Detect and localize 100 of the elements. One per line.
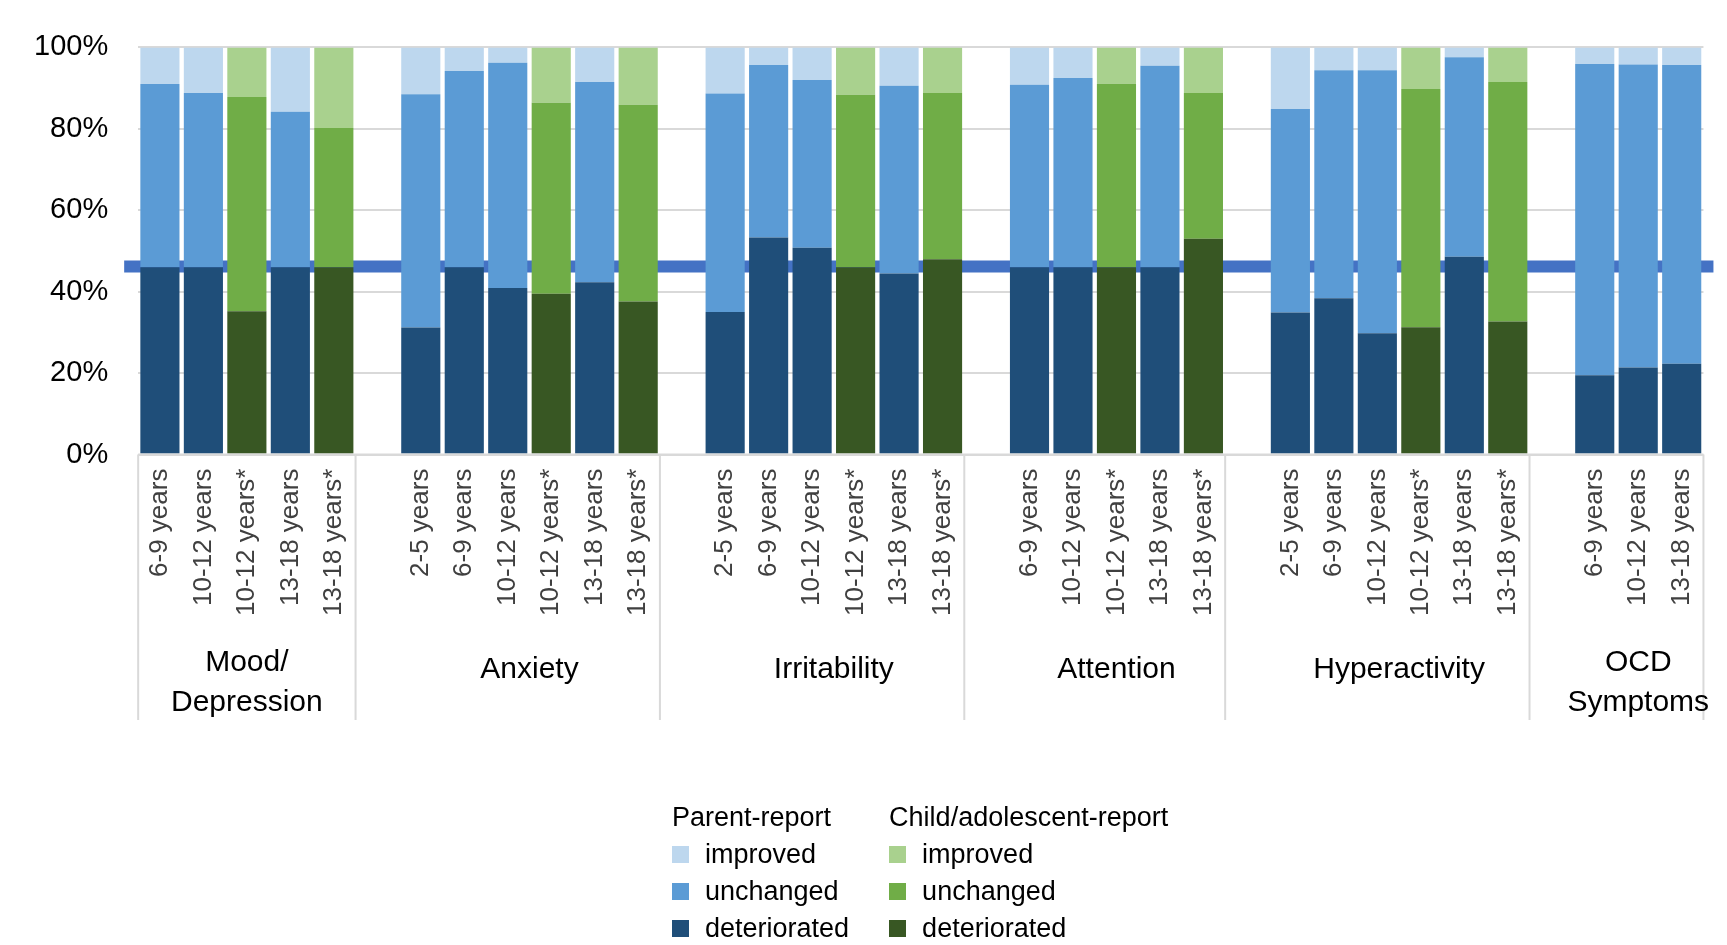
x-tick-label: 6-9 years (751, 468, 782, 577)
bar (1314, 70, 1354, 299)
bar (1357, 47, 1397, 71)
bar (1140, 267, 1180, 454)
x-tick-label: 13-18 years* (1186, 468, 1217, 616)
bar (1053, 267, 1093, 454)
text: Parent-report (672, 801, 833, 834)
y-tick-label: 80% (50, 110, 109, 143)
bar (1314, 298, 1354, 454)
bar (270, 111, 310, 268)
bar (705, 93, 745, 313)
bar (1009, 267, 1050, 454)
bar (1401, 88, 1441, 328)
text: Mood/ Depression (171, 644, 323, 718)
text: OCD Symptoms (1567, 644, 1710, 718)
x-tick-label: 10-12 years* (230, 468, 261, 616)
x-tick-label: 13-18 years* (317, 468, 347, 616)
text: Attention (1057, 651, 1176, 685)
bar (444, 47, 484, 72)
x-tick-label: 10-12 years (1360, 468, 1391, 606)
bar (792, 247, 832, 454)
bar (1618, 47, 1658, 65)
bar (1575, 64, 1615, 376)
bar (227, 97, 267, 312)
x-tick-label: 2-5 years (403, 468, 434, 577)
x-tick-label: 13-18 years* (925, 468, 956, 616)
bar (1444, 256, 1484, 454)
bar (1009, 47, 1050, 85)
bar (488, 62, 528, 289)
bar (705, 47, 745, 94)
bar (531, 102, 571, 294)
x-tick-label: 10-12 years (1621, 468, 1652, 606)
bar (314, 128, 354, 268)
x-tick-label: 6-9 years (1012, 468, 1043, 577)
legend-label: improved (922, 838, 1034, 871)
x-tick-label: 10-12 years* (534, 468, 565, 616)
x-tick-label: 13-18 years (1664, 468, 1695, 606)
bar (314, 267, 354, 454)
bar (1009, 84, 1050, 268)
bar (1662, 47, 1702, 65)
x-tick-label: 13-18 years* (621, 468, 652, 616)
bar (1096, 83, 1137, 268)
bar (1140, 47, 1180, 66)
bar (575, 82, 615, 283)
bar (1618, 64, 1658, 368)
bar (401, 327, 441, 454)
y-tick-label: 40% (50, 273, 109, 306)
bar (1662, 64, 1702, 364)
bar (575, 282, 615, 454)
bar (1444, 47, 1484, 58)
y-tick-label: 60% (50, 192, 109, 225)
bar (1357, 70, 1397, 334)
text: Anxiety (480, 651, 579, 685)
x-tick-label: 6-9 years (143, 468, 174, 577)
legend-label: improved (705, 838, 817, 871)
x-tick-label: 13-18 years (273, 468, 304, 606)
bar (1096, 47, 1137, 84)
bar (270, 47, 310, 112)
x-tick-label: 2-5 years (708, 468, 739, 577)
bar (1183, 93, 1223, 239)
bar (1140, 65, 1180, 268)
legend-label: deteriorated (922, 912, 1067, 945)
bar (183, 47, 223, 93)
bar (879, 85, 919, 274)
bar (270, 267, 310, 454)
bar (879, 47, 919, 86)
text: Child/adolescent-report (889, 801, 1169, 834)
x-tick-label: 10-12 years (186, 468, 217, 606)
bar (488, 288, 528, 454)
x-tick-label: 10-12 years (795, 468, 826, 606)
y-tick-label: 0% (66, 436, 109, 469)
x-tick-label: 13-18 years (1447, 468, 1478, 606)
x-tick-label: 13-18 years (1143, 468, 1174, 606)
bar (1488, 321, 1528, 454)
bar (1096, 267, 1137, 454)
bar (922, 47, 963, 93)
bar (444, 267, 484, 454)
text: Hyperactivity (1313, 651, 1485, 685)
bar (227, 47, 267, 98)
x-tick-label: 6-9 years (1577, 468, 1608, 577)
bar (531, 47, 571, 103)
bar (1401, 327, 1441, 454)
bar (749, 47, 789, 65)
bar (618, 104, 658, 302)
legend-label: deteriorated (705, 912, 850, 945)
bar (792, 79, 832, 248)
bar (1444, 57, 1484, 257)
bar (1575, 47, 1615, 65)
bar (1357, 333, 1397, 454)
x-tick-label: 6-9 years (1317, 468, 1348, 577)
bar (836, 267, 876, 454)
bar (1401, 47, 1441, 89)
x-tick-label: 2-5 years (1273, 468, 1304, 577)
bar (183, 93, 223, 268)
bar (1618, 367, 1658, 454)
bar (575, 47, 615, 83)
bar (705, 312, 745, 454)
bar (140, 84, 180, 268)
bar (227, 311, 267, 454)
bar (401, 47, 441, 95)
